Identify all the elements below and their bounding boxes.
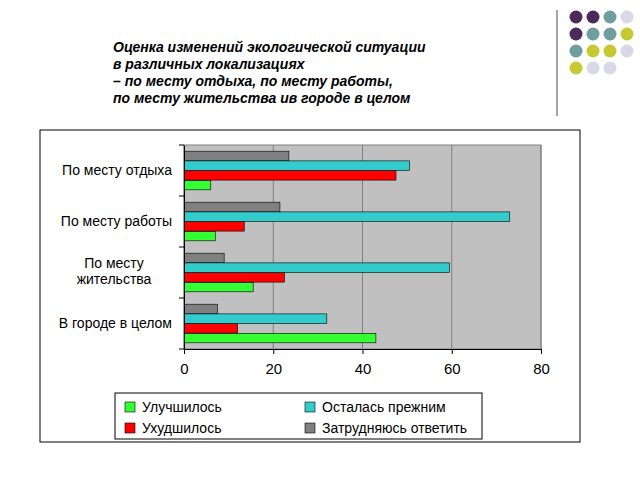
- legend-swatch: [125, 423, 135, 433]
- deco-dot: [570, 28, 583, 41]
- legend-box: [115, 393, 482, 439]
- legend-label: Затрудняюсь ответить: [322, 420, 467, 436]
- deco-dot: [621, 45, 634, 58]
- deco-dot: [570, 45, 583, 58]
- x-tick: 0: [180, 349, 188, 377]
- bar: [184, 180, 211, 190]
- deco-dot: [587, 45, 600, 58]
- y-separator: [179, 349, 184, 350]
- title: Оценка изменений экологической ситуациив…: [113, 39, 426, 106]
- x-tick-mark: [541, 349, 542, 354]
- legend-label: Ухудшилось: [142, 420, 221, 436]
- x-tick: 80: [533, 349, 550, 377]
- bar: [184, 282, 253, 292]
- bar: [184, 263, 450, 273]
- legend-swatch: [305, 423, 315, 433]
- x-tick-mark: [452, 349, 453, 354]
- decoration: [557, 10, 634, 116]
- bar: [184, 324, 238, 334]
- bar: [184, 253, 224, 263]
- y-axis: По месту отдыха По месту работы По местужи…: [59, 146, 185, 350]
- y-tick-label: В городе в целом: [59, 315, 172, 331]
- x-tick-mark: [273, 349, 274, 354]
- legend: Улучшилось Ухудшилось Осталась прежним Затр…: [115, 393, 482, 439]
- bar: [184, 171, 396, 181]
- x-tick-mark: [184, 349, 185, 354]
- bars: [184, 151, 510, 343]
- legend-label: Улучшилось: [142, 399, 222, 415]
- bar: [184, 151, 289, 161]
- x-tick-label: 80: [533, 360, 550, 377]
- y-tick-label: По месту работы: [61, 213, 172, 229]
- bar: [184, 304, 217, 314]
- y-tick: По месту работы: [61, 213, 184, 229]
- legend-swatch: [305, 402, 315, 412]
- bar: [184, 273, 284, 283]
- bar: [184, 202, 280, 212]
- bar: [184, 222, 244, 232]
- y-axis-line: [184, 146, 185, 350]
- x-tick-label: 60: [444, 360, 461, 377]
- plot-background: [184, 145, 541, 349]
- deco-dot: [604, 28, 617, 41]
- deco-dot: [587, 28, 600, 41]
- plot-frame: [184, 145, 541, 349]
- legend-swatch: [125, 402, 135, 412]
- bar: [184, 333, 376, 343]
- x-tick: 20: [265, 349, 282, 377]
- deco-line: [556, 10, 558, 116]
- deco-dot: [604, 45, 617, 58]
- x-axis: 0 20 40 60 80: [180, 349, 550, 377]
- y-tick: В городе в целом: [59, 315, 184, 331]
- grid: [184, 145, 541, 349]
- x-tick-label: 20: [265, 360, 282, 377]
- bar: [184, 231, 215, 241]
- y-separator: [179, 247, 184, 248]
- x-tick: 40: [355, 349, 372, 377]
- y-separator: [179, 298, 184, 299]
- y-separator: [179, 145, 184, 146]
- deco-dot: [587, 11, 600, 24]
- chart: Оценка изменений экологической ситуациив…: [0, 0, 640, 480]
- x-tick-mark: [363, 349, 364, 354]
- bar: [184, 314, 327, 324]
- legend-label: Осталась прежним: [322, 399, 446, 415]
- deco-dot: [621, 11, 634, 24]
- bar: [184, 212, 510, 222]
- deco-dot: [570, 11, 583, 24]
- y-tick: По месту отдыха: [62, 162, 184, 178]
- bar: [184, 161, 409, 171]
- chart-frame: [40, 130, 580, 442]
- x-tick: 60: [444, 349, 461, 377]
- x-tick-label: 0: [180, 360, 188, 377]
- y-tick-label: По местужительства: [77, 255, 152, 287]
- x-tick-label: 40: [355, 360, 372, 377]
- y-tick: По местужительства: [77, 255, 184, 287]
- deco-dot: [604, 62, 617, 75]
- grid-line: [451, 145, 452, 349]
- deco-dot: [621, 28, 634, 41]
- y-separator: [179, 196, 184, 197]
- deco-dot: [570, 62, 583, 75]
- deco-dot: [587, 62, 600, 75]
- y-tick-label: По месту отдыха: [62, 162, 172, 178]
- deco-dot: [604, 11, 617, 24]
